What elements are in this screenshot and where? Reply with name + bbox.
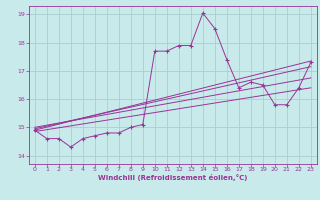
X-axis label: Windchill (Refroidissement éolien,°C): Windchill (Refroidissement éolien,°C) bbox=[98, 174, 247, 181]
